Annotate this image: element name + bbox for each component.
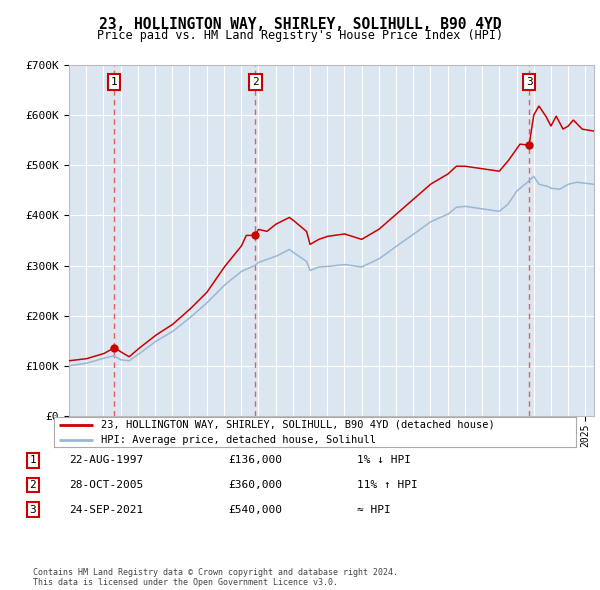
Text: £540,000: £540,000 [228, 505, 282, 514]
Text: ≈ HPI: ≈ HPI [357, 505, 391, 514]
Text: 24-SEP-2021: 24-SEP-2021 [69, 505, 143, 514]
Text: 2: 2 [29, 480, 37, 490]
Text: 23, HOLLINGTON WAY, SHIRLEY, SOLIHULL, B90 4YD: 23, HOLLINGTON WAY, SHIRLEY, SOLIHULL, B… [99, 17, 501, 31]
Text: 2: 2 [252, 77, 259, 87]
Text: 11% ↑ HPI: 11% ↑ HPI [357, 480, 418, 490]
Text: 1: 1 [111, 77, 118, 87]
Text: HPI: Average price, detached house, Solihull: HPI: Average price, detached house, Soli… [101, 435, 376, 445]
Text: 3: 3 [29, 505, 37, 514]
Text: 3: 3 [526, 77, 532, 87]
Text: £360,000: £360,000 [228, 480, 282, 490]
Text: 22-AUG-1997: 22-AUG-1997 [69, 455, 143, 465]
Text: £136,000: £136,000 [228, 455, 282, 465]
Text: 23, HOLLINGTON WAY, SHIRLEY, SOLIHULL, B90 4YD (detached house): 23, HOLLINGTON WAY, SHIRLEY, SOLIHULL, B… [101, 419, 495, 430]
Text: 28-OCT-2005: 28-OCT-2005 [69, 480, 143, 490]
Text: 1: 1 [29, 455, 37, 465]
Text: Contains HM Land Registry data © Crown copyright and database right 2024.
This d: Contains HM Land Registry data © Crown c… [33, 568, 398, 587]
Text: Price paid vs. HM Land Registry's House Price Index (HPI): Price paid vs. HM Land Registry's House … [97, 30, 503, 42]
Text: 1% ↓ HPI: 1% ↓ HPI [357, 455, 411, 465]
